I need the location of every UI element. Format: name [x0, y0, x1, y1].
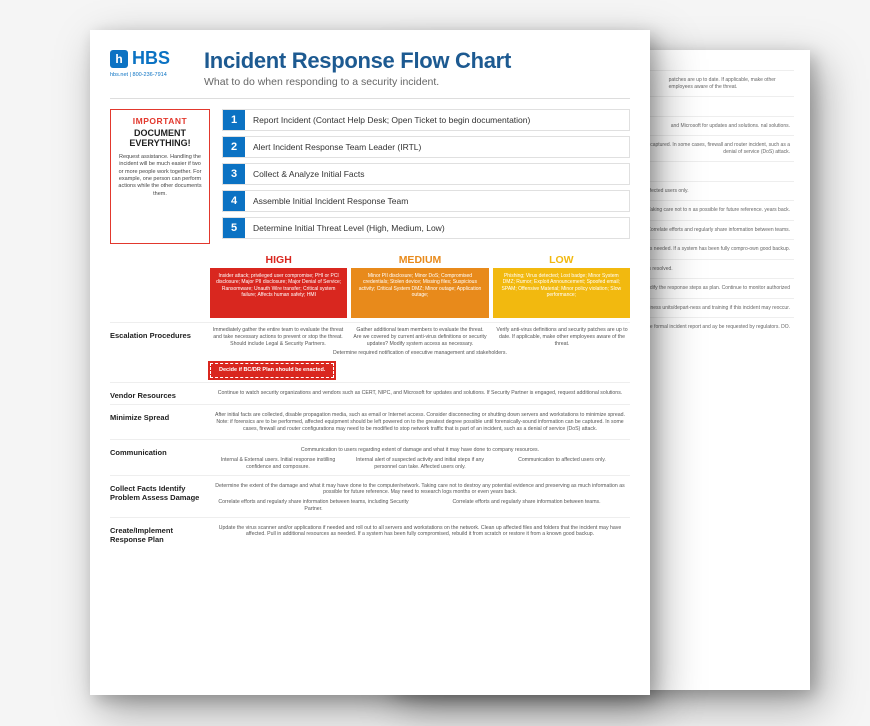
logo-icon: h — [110, 50, 128, 68]
step-label: Assemble Initial Incident Response Team — [245, 191, 416, 211]
level-title: HIGH — [210, 254, 347, 266]
level-title: LOW — [493, 254, 630, 266]
collect-top: Determine the extent of the damage and w… — [210, 480, 630, 500]
step-number: 3 — [223, 164, 245, 184]
minimize-body: After initial facts are collected, disab… — [210, 409, 630, 435]
communication-low: Communication to affected users only. — [494, 457, 630, 471]
back-text: patches are up to date. If applicable, m… — [669, 77, 790, 90]
section-escalation: Escalation Procedures Immediately gather… — [110, 322, 630, 382]
header: h HBS hbs.net | 800-236-7914 Incident Re… — [110, 48, 630, 99]
brand-name: HBS — [132, 48, 170, 69]
important-heading: DOCUMENT EVERYTHING! — [117, 129, 203, 149]
level-desc: Insider attack; privileged user compromi… — [210, 268, 347, 318]
top-row: IMPORTANT DOCUMENT EVERYTHING! Request a… — [110, 109, 630, 244]
vendor-body: Continue to watch security organizations… — [210, 387, 630, 400]
escalation-low: Verify anti-virus definitions and securi… — [494, 327, 630, 347]
collect-left: Correlate efforts and regularly share in… — [210, 499, 417, 513]
page-1: h HBS hbs.net | 800-236-7914 Incident Re… — [90, 30, 650, 695]
section-label: Minimize Spread — [110, 409, 202, 435]
escalation-high: Immediately gather the entire team to ev… — [210, 327, 346, 347]
level-desc: Minor PII disclosure; Minor DoS; Comprom… — [351, 268, 488, 318]
communication-top: Communication to users regarding extent … — [210, 444, 630, 457]
section-label: Collect Facts Identify Problem Assess Da… — [110, 480, 202, 513]
step-label: Alert Incident Response Team Leader (IRT… — [245, 137, 429, 157]
collect-right: Correlate efforts and regularly share in… — [423, 499, 630, 513]
step-label: Determine Initial Threat Level (High, Me… — [245, 218, 453, 238]
level-medium: MEDIUM Minor PII disclosure; Minor DoS; … — [351, 254, 488, 318]
page-title: Incident Response Flow Chart — [204, 48, 511, 74]
communication-high: Internal & External users. Initial respo… — [210, 457, 346, 471]
step-number: 4 — [223, 191, 245, 211]
level-desc: Phishing; Virus detected; Lost badge; Mi… — [493, 268, 630, 318]
section-label: Communication — [110, 444, 202, 470]
step-number: 1 — [223, 110, 245, 130]
section-minimize: Minimize Spread After initial facts are … — [110, 404, 630, 439]
level-title: MEDIUM — [351, 254, 488, 266]
threat-levels: HIGH Insider attack; privileged user com… — [210, 254, 630, 318]
page-subtitle: What to do when responding to a security… — [204, 76, 511, 88]
steps-list: 1Report Incident (Contact Help Desk; Ope… — [222, 109, 630, 244]
level-high: HIGH Insider attack; privileged user com… — [210, 254, 347, 318]
step-5: 5Determine Initial Threat Level (High, M… — [222, 217, 630, 239]
step-label: Collect & Analyze Initial Facts — [245, 164, 373, 184]
section-label: Vendor Resources — [110, 387, 202, 400]
step-number: 5 — [223, 218, 245, 238]
response-body: Update the virus scanner and/or applicat… — [210, 522, 630, 542]
step-number: 2 — [223, 137, 245, 157]
step-3: 3Collect & Analyze Initial Facts — [222, 163, 630, 185]
title-block: Incident Response Flow Chart What to do … — [204, 48, 511, 88]
step-4: 4Assemble Initial Incident Response Team — [222, 190, 630, 212]
section-communication: Communication Communication to users reg… — [110, 439, 630, 474]
logo: h HBS — [110, 48, 188, 69]
brand-contact: hbs.net | 800-236-7914 — [110, 72, 188, 78]
escalation-medium: Gather additional team members to evalua… — [352, 327, 488, 347]
step-1: 1Report Incident (Contact Help Desk; Ope… — [222, 109, 630, 131]
section-label: Escalation Procedures — [110, 327, 202, 378]
section-label: Create/Implement Response Plan — [110, 522, 202, 544]
section-vendor: Vendor Resources Continue to watch secur… — [110, 382, 630, 404]
section-response: Create/Implement Response Plan Update th… — [110, 517, 630, 548]
important-tag: IMPORTANT — [117, 116, 203, 126]
escalation-footer: Determine required notification of execu… — [210, 347, 630, 360]
important-box: IMPORTANT DOCUMENT EVERYTHING! Request a… — [110, 109, 210, 244]
communication-medium: Internal alert of suspected activity and… — [352, 457, 488, 471]
level-low: LOW Phishing; Virus detected; Lost badge… — [493, 254, 630, 318]
step-label: Report Incident (Contact Help Desk; Open… — [245, 110, 538, 130]
section-collect: Collect Facts Identify Problem Assess Da… — [110, 475, 630, 517]
bcdr-callout: Decide if BC/DR Plan should be enacted. — [210, 363, 334, 378]
logo-block: h HBS hbs.net | 800-236-7914 — [110, 48, 188, 88]
important-body: Request assistance. Handling the inciden… — [117, 154, 203, 199]
step-2: 2Alert Incident Response Team Leader (IR… — [222, 136, 630, 158]
